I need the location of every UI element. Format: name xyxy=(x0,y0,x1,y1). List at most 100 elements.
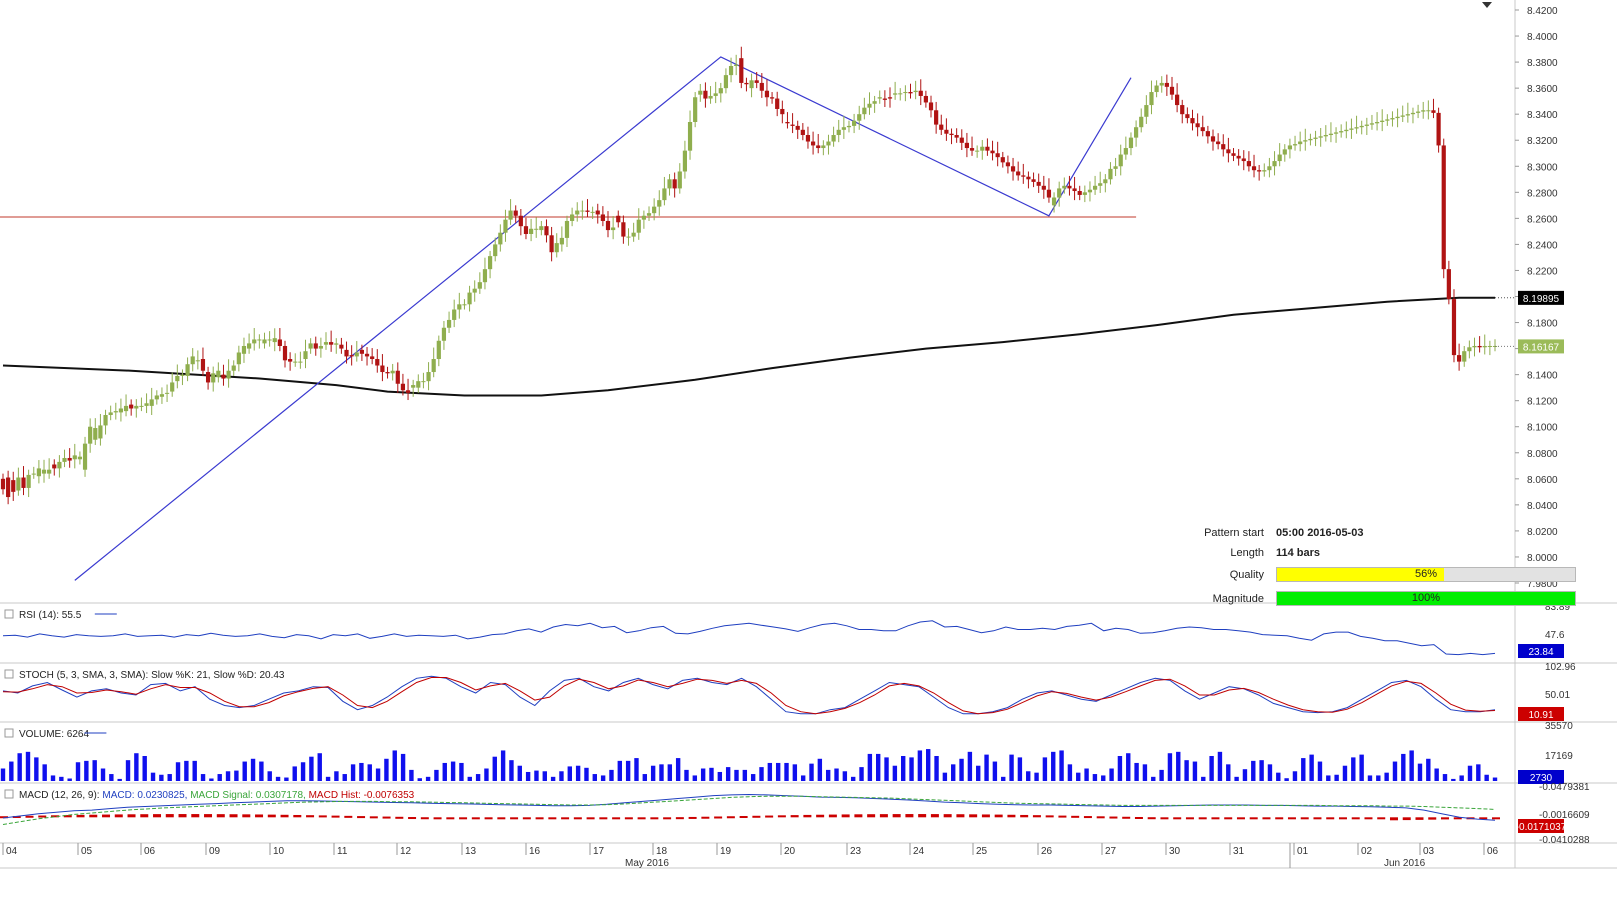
candle-body xyxy=(323,342,329,345)
macd-marker: -0.0171037 xyxy=(1516,819,1567,833)
candle-body xyxy=(785,121,790,124)
candle-body xyxy=(1410,112,1416,115)
macd-hist-bar xyxy=(790,815,799,818)
volume-bar xyxy=(909,757,914,781)
candle-body xyxy=(1164,82,1169,87)
candle-body xyxy=(1072,188,1077,192)
rsi-tick-label: 47.6 xyxy=(1545,630,1565,641)
volume-bar xyxy=(1376,775,1381,781)
candle-body xyxy=(493,244,498,257)
volume-bar xyxy=(684,769,689,781)
volume-bar xyxy=(1209,756,1214,781)
macd-hist-bar xyxy=(522,817,531,820)
candle-body xyxy=(1405,114,1410,116)
candle-body xyxy=(739,58,744,83)
scroll-arrow-icon xyxy=(1482,2,1492,8)
price-tick-label: 8.2800 xyxy=(1527,188,1558,199)
candle-body xyxy=(1016,171,1021,176)
macd-hist-bar xyxy=(739,816,748,819)
candle-body xyxy=(585,210,590,212)
volume-bar xyxy=(1167,753,1173,781)
x-tick-label: 03 xyxy=(1423,846,1435,857)
candle-body xyxy=(149,399,154,406)
macd-hist-bar xyxy=(599,817,608,820)
macd-hist-bar xyxy=(816,814,825,818)
volume-bar xyxy=(717,771,723,781)
volume-bar xyxy=(184,760,189,781)
candle-body xyxy=(405,390,411,393)
macd-tick-label: -0.0410288 xyxy=(1539,835,1590,846)
volume-bar xyxy=(984,754,989,781)
candle-body xyxy=(893,93,898,95)
candle-body xyxy=(1390,118,1395,120)
volume-bar xyxy=(659,764,664,781)
macd-hist-bar xyxy=(1377,817,1386,820)
candle-body xyxy=(1000,157,1005,163)
volume-bar xyxy=(50,775,56,781)
volume-bar xyxy=(1126,753,1131,781)
candle-body xyxy=(703,90,708,99)
macd-hist-bar xyxy=(1160,817,1169,820)
price-tick-label: 8.3800 xyxy=(1527,58,1558,69)
macd-hist-bar xyxy=(127,814,136,818)
candle-body xyxy=(718,88,723,94)
macd-hist-bar xyxy=(1415,817,1424,820)
quality-bar: 56% xyxy=(1276,567,1576,582)
candle-body xyxy=(990,150,995,154)
candle-body xyxy=(1210,136,1216,142)
volume-bar xyxy=(1234,776,1239,781)
candle-body xyxy=(288,359,293,362)
quality-row: Quality 56% xyxy=(1108,566,1576,584)
volume-bar xyxy=(225,771,231,781)
price-tick-label: 8.1400 xyxy=(1527,371,1558,382)
candle-body xyxy=(985,146,990,151)
candle-body xyxy=(282,345,288,361)
candle-body xyxy=(1446,269,1451,300)
x-tick-label: 31 xyxy=(1233,846,1245,857)
volume-bar xyxy=(1109,768,1114,781)
macd-hist-bar xyxy=(1185,817,1194,820)
candle-body xyxy=(713,93,718,96)
candle-body xyxy=(1046,189,1052,198)
candle-body xyxy=(1123,148,1128,155)
candle-body xyxy=(1092,185,1098,190)
volume-bar xyxy=(1134,762,1139,781)
candle-body xyxy=(272,338,277,343)
macd-hist-bar xyxy=(63,815,72,818)
candle-body xyxy=(277,339,282,346)
candle-body xyxy=(1451,299,1457,356)
candle-body xyxy=(657,200,662,207)
candle-body xyxy=(1241,158,1246,162)
x-tick-label: 30 xyxy=(1169,846,1181,857)
rsi-marker-bg xyxy=(1518,644,1564,658)
macd-hist-bar xyxy=(1492,817,1500,820)
candle-body xyxy=(1108,168,1113,180)
candle-body xyxy=(293,361,298,363)
volume-bar xyxy=(342,774,347,781)
candle-body xyxy=(416,381,421,388)
volume-bar xyxy=(242,761,247,781)
candle-body xyxy=(1385,119,1390,121)
candle-body xyxy=(205,372,211,383)
candle-body xyxy=(503,219,508,233)
candle-body xyxy=(1287,145,1293,150)
volume-bar xyxy=(775,762,781,781)
candle-body xyxy=(764,90,770,98)
macd-hist-bar xyxy=(369,816,378,819)
volume-bar xyxy=(1151,776,1156,781)
candle-body xyxy=(411,385,416,388)
x-tick-label: 01 xyxy=(1297,846,1309,857)
price-tick-label: 8.1000 xyxy=(1527,423,1558,434)
candle-body xyxy=(775,98,780,109)
volume-bar xyxy=(259,761,264,781)
candle-body xyxy=(303,351,308,360)
macd-hist-bar xyxy=(548,817,557,820)
volume-bar xyxy=(525,771,531,781)
candle-body xyxy=(559,237,564,245)
volume-tick-label: 35570 xyxy=(1545,721,1573,732)
macd-hist-bar xyxy=(0,816,8,819)
macd-hist-bar xyxy=(1198,817,1207,820)
candle-body xyxy=(687,121,693,151)
volume-bar xyxy=(934,756,939,781)
volume-bar xyxy=(409,769,414,781)
